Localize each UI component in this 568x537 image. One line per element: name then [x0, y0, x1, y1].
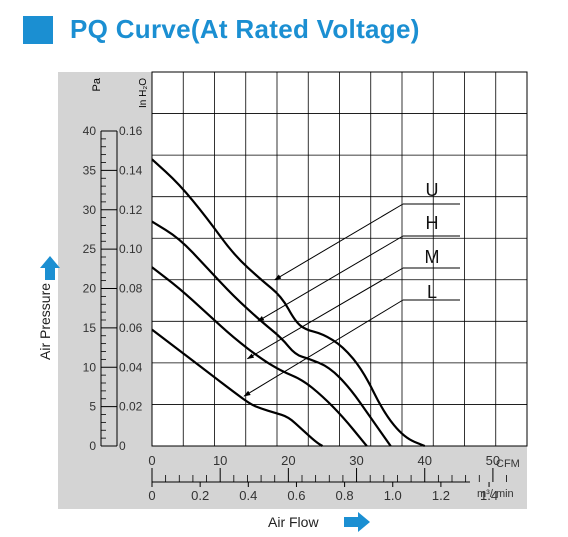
curve-label-h: H	[426, 213, 439, 233]
y-tick-label: 0	[89, 439, 96, 453]
label-leader-line	[257, 235, 404, 322]
y-unit-primary: Pa	[91, 77, 103, 91]
y-tick-label: 10	[83, 360, 97, 374]
y2-tick-label: 0.10	[119, 242, 143, 256]
x2-tick-label: 0	[148, 488, 155, 503]
x2-tick-label: 0.4	[239, 488, 257, 503]
x2-tick-label: 0.8	[336, 488, 354, 503]
y-tick-label: 30	[83, 203, 97, 217]
x2-tick-label: 1.4	[480, 488, 498, 503]
y2-tick-label: 0.14	[119, 163, 143, 177]
pq-curve-u	[151, 158, 426, 448]
y-axis-title: Air Pressure	[37, 283, 53, 360]
x2-tick-label: 0.2	[191, 488, 209, 503]
y2-tick-label: 0.12	[119, 203, 143, 217]
y-tick-label: 15	[83, 321, 97, 335]
x-tick-label: 50	[486, 453, 500, 468]
y2-tick-label: 0.08	[119, 282, 143, 296]
chart-title: PQ Curve(At Rated Voltage)	[70, 14, 420, 44]
up-arrow-icon	[40, 256, 60, 280]
x-unit-secondary: m³/ min	[477, 488, 514, 500]
label-leader-line	[246, 267, 404, 360]
x2-tick-label: 1.2	[432, 488, 450, 503]
y-tick-label: 35	[83, 163, 97, 177]
pq-curve-l	[151, 328, 324, 447]
curve-label-m: M	[425, 247, 440, 267]
x-tick-label: 30	[349, 453, 363, 468]
y2-tick-label: 0	[119, 439, 126, 453]
y2-tick-label: 0.02	[119, 400, 143, 414]
y-tick-label: 25	[83, 242, 97, 256]
y-unit-secondary: In H₂O	[138, 78, 149, 108]
y-tick-label: 40	[83, 124, 97, 138]
x2-tick-label: 0.6	[287, 488, 305, 503]
x-tick-label: 0	[148, 453, 155, 468]
pq-curve-m	[151, 266, 368, 447]
title-square-icon	[23, 16, 53, 44]
x-unit-primary: CFM	[496, 458, 520, 470]
y2-tick-label: 0.04	[119, 360, 143, 374]
x-tick-label: 40	[417, 453, 431, 468]
y2-tick-label: 0.16	[119, 124, 143, 138]
x2-tick-label: 1.0	[384, 488, 402, 503]
x-axis-title: Air Flow	[268, 514, 319, 530]
y2-tick-label: 0.06	[119, 321, 143, 335]
label-leader-line	[274, 203, 404, 281]
curve-label-u: U	[426, 180, 439, 200]
x-tick-label: 20	[281, 453, 295, 468]
y-tick-label: 5	[89, 400, 96, 414]
curve-label-l: L	[427, 282, 437, 302]
y-tick-label: 20	[83, 282, 97, 296]
right-arrow-icon	[344, 512, 370, 532]
x-tick-label: 10	[213, 453, 227, 468]
label-leader-line	[243, 299, 404, 397]
